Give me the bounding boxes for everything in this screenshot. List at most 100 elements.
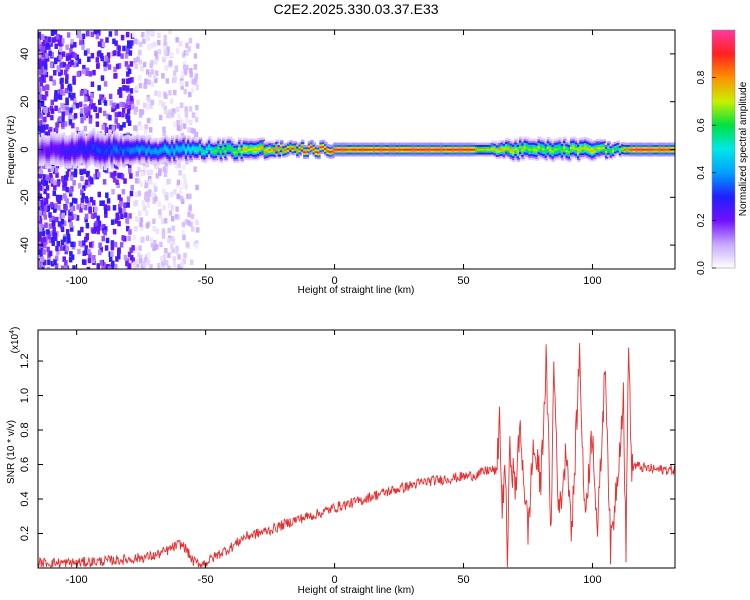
spectrogram-cell: [124, 152, 128, 155]
spectrogram-cell: [247, 156, 252, 159]
spectrogram-cell: [94, 206, 98, 213]
spectrogram-cell: [324, 147, 328, 150]
spectrogram-cell: [84, 160, 89, 163]
spectrogram-cell: [379, 144, 384, 147]
spectrogram-cell: [91, 158, 96, 162]
spectrogram-cell: [43, 69, 47, 75]
spectrogram-cell: [108, 124, 113, 131]
spectrogram-cell: [532, 142, 537, 145]
spectrogram-cell: [191, 137, 196, 140]
spectrogram-cell: [159, 151, 163, 154]
spectrogram-cell: [193, 79, 198, 86]
spectrogram-cell: [57, 93, 62, 100]
spectrogram-cell: [96, 163, 101, 166]
spectrogram-cell: [249, 145, 254, 149]
spectrogram-cell: [98, 161, 103, 164]
spectrogram-cell: [458, 148, 463, 151]
spectrogram-cell: [505, 137, 509, 141]
spectrogram-cell: [84, 148, 89, 152]
spectrogram-cell: [270, 140, 275, 143]
spectrogram-cell: [361, 152, 365, 155]
spectrogram-cell: [398, 146, 402, 149]
spectrogram-cell: [637, 148, 641, 151]
spectrogram-cell: [500, 143, 505, 147]
spectrogram-cell: [152, 144, 156, 147]
spectrogram-cell: [505, 141, 509, 145]
spectrogram-cell: [437, 146, 442, 149]
spectrogram-cell: [83, 88, 88, 95]
spectrogram-cell: [96, 144, 101, 147]
spectrogram-cell: [140, 150, 145, 154]
spectrogram-cell: [207, 142, 212, 145]
spectrogram-cell: [365, 152, 370, 155]
spectrogram-cell: [183, 50, 188, 56]
spectrogram-cell: [180, 261, 184, 267]
spectrogram-cell: [635, 152, 639, 155]
spectrogram-cell: [191, 139, 196, 142]
spectrogram-cell: [62, 182, 66, 188]
spectrogram-cell: [63, 121, 68, 127]
spectrogram-cell: [214, 151, 219, 154]
spectrogram-cell: [67, 61, 72, 68]
spectrogram-cell: [159, 153, 163, 156]
spectrogram-cell: [479, 152, 484, 155]
spectrogram-cell: [433, 142, 437, 145]
spectrogram-cell: [460, 142, 465, 145]
spectrogram-cell: [542, 153, 546, 156]
spectrogram-cell: [212, 152, 217, 155]
spectrogram-cell: [637, 146, 641, 149]
spectrogram-cell: [563, 151, 567, 155]
spectrogram-cell: [544, 145, 549, 149]
spectrogram-cell: [182, 164, 186, 170]
spectrogram-cell: [549, 142, 553, 146]
spectrogram-cell: [40, 150, 45, 153]
spectrogram-cell: [152, 159, 156, 162]
spectrogram-cell: [180, 153, 184, 156]
spectrogram-cell: [556, 157, 560, 160]
spectrogram-cell: [386, 146, 391, 149]
spectrogram-cell: [187, 141, 191, 144]
spectrogram-cell: [91, 132, 96, 135]
spectrogram-cell: [242, 143, 247, 147]
spectrogram-cell: [238, 139, 242, 142]
spectrogram-cell: [121, 102, 126, 108]
spectrogram-cell: [116, 182, 120, 189]
spectrogram-cell: [419, 146, 423, 149]
spectrogram-cell: [228, 153, 233, 157]
spectrogram-cell: [421, 142, 426, 145]
spectrogram-cell: [447, 142, 451, 145]
spectrogram-cell: [296, 144, 300, 147]
spectrogram-cell: [75, 152, 80, 155]
spectrogram-cell: [523, 138, 528, 141]
spectrogram-cell: [91, 160, 96, 164]
spectrogram-cell: [49, 105, 54, 112]
spectrogram-cell: [110, 165, 115, 168]
spectrogram-cell: [296, 147, 300, 151]
spectrogram-cell: [163, 259, 167, 266]
spectrogram-cell: [122, 157, 126, 160]
spectrogram-cell: [556, 138, 560, 141]
spectrogram-cell: [41, 41, 46, 48]
spectrogram-cell: [101, 41, 106, 48]
spectrogram-cell: [196, 151, 200, 155]
spectrogram-cell: [177, 146, 182, 149]
spectrogram-cell: [597, 153, 602, 157]
spectrogram-cell: [435, 154, 440, 157]
spectrogram-cell: [56, 249, 60, 256]
spectrogram-cell: [176, 119, 180, 126]
spectrogram-cell: [583, 154, 588, 157]
spectrogram-cell: [293, 140, 298, 144]
spectrogram-cell: [54, 148, 59, 151]
spectrogram-cell: [188, 91, 192, 98]
spectrogram-cell: [535, 152, 539, 156]
spectrogram-cell: [474, 144, 479, 147]
spectrogram-cell: [90, 52, 95, 59]
spectrogram-cell: [203, 160, 207, 164]
spectrogram-cell: [45, 131, 50, 138]
spectrogram-cell: [133, 155, 138, 158]
spectrogram-cell: [477, 142, 481, 145]
spectrogram-cell: [114, 40, 118, 46]
spectrogram-cell: [644, 152, 648, 155]
spectrogram-cell: [168, 139, 173, 143]
spectrogram-cell: [375, 146, 379, 149]
